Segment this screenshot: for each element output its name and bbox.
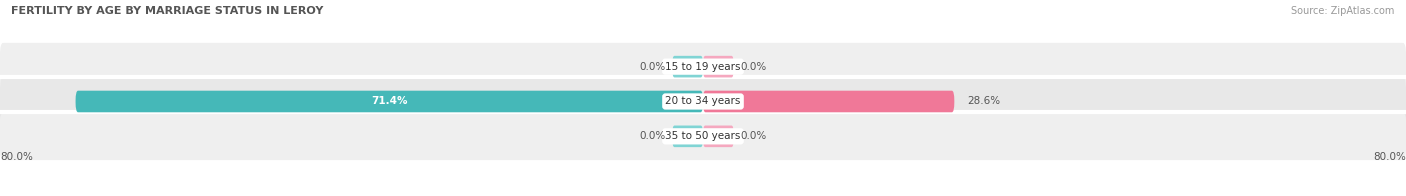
Text: Source: ZipAtlas.com: Source: ZipAtlas.com [1291,6,1395,16]
Text: 28.6%: 28.6% [967,96,1001,106]
Text: 0.0%: 0.0% [741,62,768,72]
FancyBboxPatch shape [703,91,955,112]
FancyBboxPatch shape [0,43,1406,90]
Text: 80.0%: 80.0% [1374,152,1406,162]
Text: FERTILITY BY AGE BY MARRIAGE STATUS IN LEROY: FERTILITY BY AGE BY MARRIAGE STATUS IN L… [11,6,323,16]
FancyBboxPatch shape [0,78,1406,125]
FancyBboxPatch shape [672,125,703,147]
Text: 80.0%: 80.0% [0,152,32,162]
Text: 71.4%: 71.4% [371,96,408,106]
Text: 0.0%: 0.0% [638,62,665,72]
Text: 0.0%: 0.0% [741,131,768,141]
Text: 0.0%: 0.0% [638,131,665,141]
FancyBboxPatch shape [703,125,734,147]
FancyBboxPatch shape [672,56,703,77]
Text: 15 to 19 years: 15 to 19 years [665,62,741,72]
FancyBboxPatch shape [0,113,1406,160]
Text: 20 to 34 years: 20 to 34 years [665,96,741,106]
Text: 35 to 50 years: 35 to 50 years [665,131,741,141]
FancyBboxPatch shape [703,56,734,77]
FancyBboxPatch shape [76,91,703,112]
